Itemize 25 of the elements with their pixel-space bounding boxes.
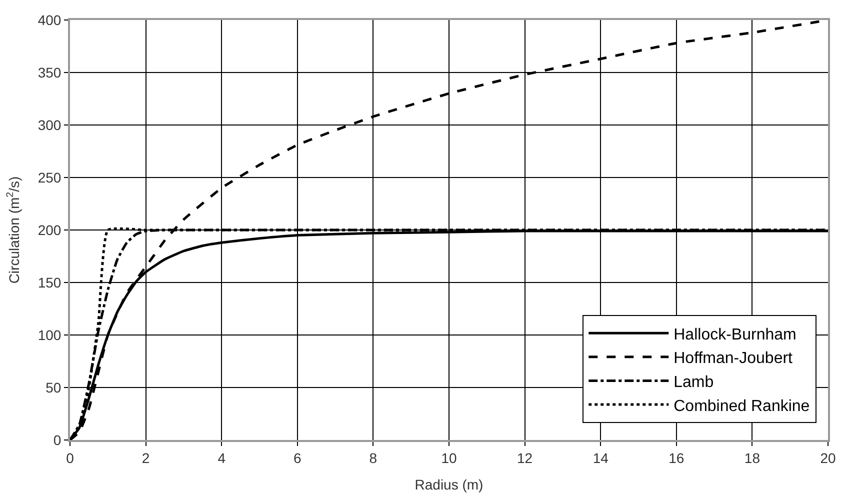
- y-tick-label: 400: [38, 12, 62, 28]
- y-tick-label: 150: [38, 274, 62, 290]
- x-tick-label: 20: [820, 450, 836, 466]
- x-tick-label: 10: [441, 450, 457, 466]
- y-tick-label: 350: [38, 64, 62, 80]
- x-tick-label: 12: [517, 450, 533, 466]
- x-tick-label: 2: [142, 450, 150, 466]
- x-tick-label: 4: [218, 450, 226, 466]
- y-tick-label: 250: [38, 169, 62, 186]
- y-tick-label: 0: [53, 432, 62, 448]
- legend-label: Lamb: [674, 374, 714, 391]
- legend-label: Hallock-Burnham: [674, 326, 796, 344]
- legend-label: Hoffman-Joubert: [674, 350, 794, 368]
- x-tick-label: 14: [592, 450, 609, 466]
- y-tick-label: 200: [38, 222, 62, 238]
- x-tick-label: 6: [294, 450, 302, 466]
- y-tick-label: 300: [38, 116, 62, 133]
- legend-label: Combined Rankine: [674, 398, 810, 415]
- y-tick-label: 50: [46, 379, 62, 396]
- x-tick-label: 16: [668, 450, 684, 466]
- x-tick-label: 18: [744, 450, 760, 466]
- y-tick-label: 100: [38, 326, 62, 343]
- x-tick-label: 8: [369, 450, 378, 466]
- x-axis-title: Radius (m): [414, 476, 484, 493]
- x-tick-label: 0: [66, 450, 74, 466]
